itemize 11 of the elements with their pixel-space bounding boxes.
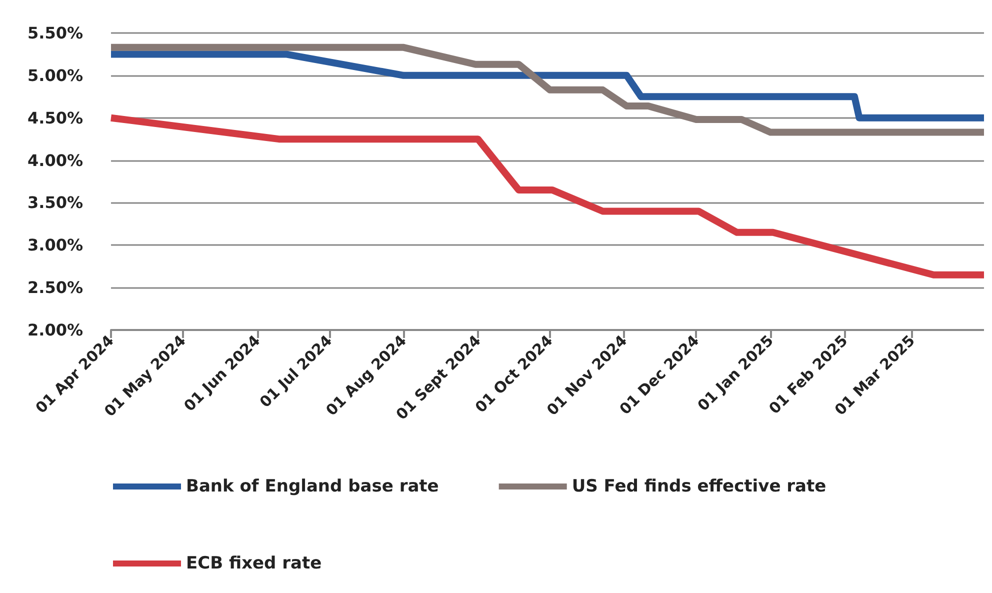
legend-label: ECB fixed rate (186, 554, 322, 574)
y-tick-label: 4.00% (27, 150, 83, 170)
legend-label: US Fed finds effective rate (572, 476, 826, 496)
y-tick-label: 5.50% (27, 24, 83, 42)
y-tick-label: 3.50% (27, 193, 83, 212)
y-tick-label: 2.50% (27, 278, 83, 298)
legend-label: Bank of England base rate (186, 476, 439, 496)
y-tick-label: 5.00% (27, 66, 83, 85)
y-tick-label: 3.00% (27, 236, 83, 255)
y-tick-label: 2.00% (27, 320, 83, 340)
y-tick-label: 4.50% (27, 108, 83, 128)
